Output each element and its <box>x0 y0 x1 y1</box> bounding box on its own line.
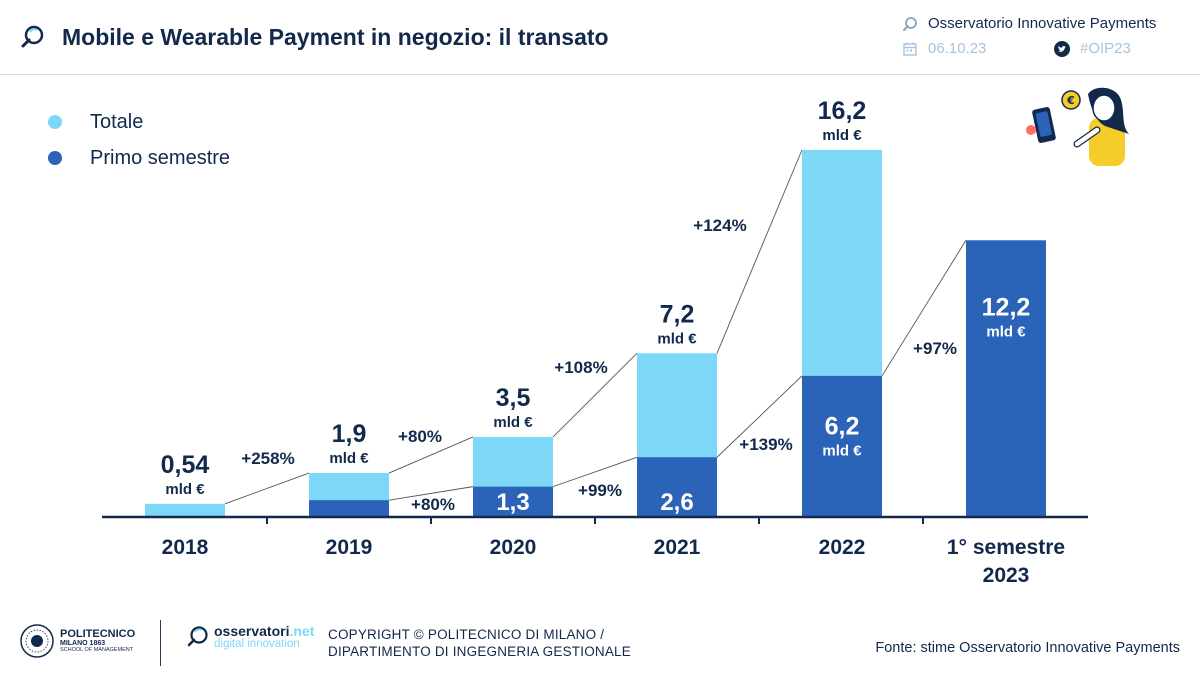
unit-label-totale-3: mld € <box>657 330 697 347</box>
growth-label-totale-1: +80% <box>398 427 442 446</box>
unit-label-totale-4: mld € <box>822 127 862 144</box>
page-title: Mobile e Wearable Payment in negozio: il… <box>62 24 609 50</box>
bar-totale-2018 <box>145 503 225 516</box>
legend-item-totale: Totale <box>48 104 230 140</box>
footer-divider <box>160 620 161 666</box>
magnifier-icon <box>21 25 44 48</box>
osservatori-net: .net <box>289 623 315 639</box>
osservatori-logo: osservatori.net digital innovation <box>186 624 314 651</box>
unit-label-semestre-5: mld € <box>986 323 1026 340</box>
organization-label: Osservatorio Innovative Payments <box>902 15 1156 32</box>
bar-chart: 2018 2019 2020 2021 2022 1° semestre 2023 0,54 m… <box>102 97 1088 587</box>
x-tick-label-5-line1: 1° semestre <box>947 536 1065 559</box>
person-with-phone-illustration: € <box>1026 87 1129 166</box>
copyright-line-1: COPYRIGHT © POLITECNICO DI MILANO / <box>328 627 605 642</box>
x-tick-label-5-line2: 2023 <box>983 564 1030 587</box>
unit-label-totale-2: mld € <box>493 414 533 431</box>
connector-totale-1 <box>388 436 474 474</box>
politecnico-name: POLITECNICO <box>60 627 136 640</box>
connector-totale-2 <box>552 352 638 438</box>
legend-swatch-totale <box>48 115 62 129</box>
twitter-icon <box>1054 40 1070 57</box>
data-label-semestre-2: 1,3 <box>496 489 529 516</box>
osservatori-sub: digital innovation <box>214 638 300 650</box>
x-tick-label-1: 2019 <box>326 536 373 559</box>
politecnico-school: SCHOOL OF MANAGEMENT <box>60 646 134 653</box>
data-label-totale-4: 16,2 <box>818 97 867 125</box>
x-tick-label-0: 2018 <box>162 536 209 559</box>
hashtag-label[interactable]: #OIP23 <box>1054 40 1131 57</box>
legend-swatch-semestre <box>48 151 62 165</box>
bar-semestre-2021 <box>637 457 717 516</box>
politecnico-seal-icon <box>20 624 54 658</box>
osservatori-name: osservatori <box>214 623 290 639</box>
growth-label-totale-0: +258% <box>241 449 294 468</box>
unit-label-semestre-4: mld € <box>822 443 862 460</box>
growth-label-semestre-3: +97% <box>913 339 957 358</box>
x-tick-label-2: 2020 <box>490 536 537 559</box>
organization-name: Osservatorio Innovative Payments <box>928 15 1157 32</box>
header-bar: Mobile e Wearable Payment in negozio: il… <box>0 0 1200 75</box>
data-label-totale-1: 1,9 <box>332 420 367 448</box>
data-label-totale-0: 0,54 <box>161 451 210 479</box>
bar-semestre-2020 <box>473 486 553 516</box>
data-label-totale-3: 7,2 <box>660 300 695 328</box>
legend-label-totale: Totale <box>90 110 144 133</box>
politecnico-logo: POLITECNICO MILANO 1863 SCHOOL OF MANAGE… <box>20 624 135 658</box>
x-tick-label-4: 2022 <box>819 536 866 559</box>
growth-label-totale-2: +108% <box>554 358 607 377</box>
connector-semestre-0 <box>388 486 474 501</box>
data-label-semestre-3: 2,6 <box>660 489 693 516</box>
bar-semestre-2022 <box>802 375 882 516</box>
legend-label-semestre: Primo semestre <box>90 146 231 169</box>
svg-text:€: € <box>1066 94 1075 107</box>
politecnico-city: MILANO 1863 <box>60 640 106 648</box>
osservatori-icon <box>187 626 208 647</box>
growth-label-semestre-0: +80% <box>411 495 455 514</box>
unit-label-totale-1: mld € <box>329 450 369 467</box>
calendar-icon <box>903 42 917 56</box>
data-label-semestre-4: 6,2 <box>825 413 860 441</box>
hashtag-text: #OIP23 <box>1080 40 1131 57</box>
unit-label-totale-0: mld € <box>165 481 205 498</box>
source-note: Fonte: stime Osservatorio Innovative Pay… <box>875 640 1180 656</box>
connector-totale-0 <box>224 472 310 505</box>
copyright-text: COPYRIGHT © POLITECNICO DI MILANO / DIPA… <box>328 626 631 660</box>
connector-semestre-1 <box>552 456 638 488</box>
x-tick-label-3: 2021 <box>654 536 701 559</box>
bar-semestre-2019 <box>309 500 389 516</box>
growth-label-semestre-1: +99% <box>578 481 622 500</box>
date-text: 06.10.23 <box>928 40 987 57</box>
date-label: 06.10.23 <box>902 40 986 57</box>
growth-label-semestre-2: +139% <box>739 435 792 454</box>
data-label-semestre-5: 12,2 <box>982 293 1031 321</box>
connector-semestre-2 <box>716 375 803 458</box>
connector-semestre-3 <box>881 240 967 377</box>
connector-totale-3 <box>716 149 803 354</box>
observatory-icon <box>903 16 917 31</box>
bar-semestre-1° semestre 2023 <box>966 240 1046 516</box>
data-label-totale-2: 3,5 <box>496 384 531 412</box>
copyright-line-2: DIPARTIMENTO DI INGEGNERIA GESTIONALE <box>328 644 631 659</box>
chart-legend: Totale Primo semestre <box>48 104 230 176</box>
growth-label-totale-3: +124% <box>693 216 746 235</box>
legend-item-semestre: Primo semestre <box>48 140 230 176</box>
